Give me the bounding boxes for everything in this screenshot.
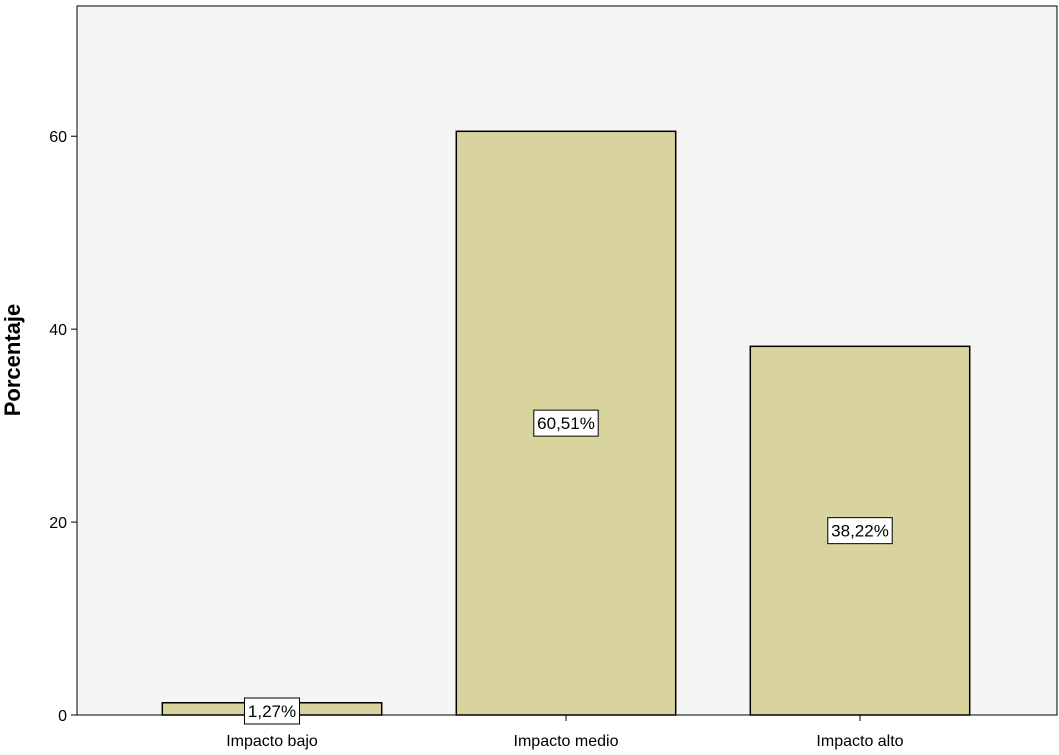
data-label-text: 38,22% xyxy=(831,522,889,541)
y-axis-label: Porcentaje xyxy=(0,304,25,417)
y-axis: 0 20 40 60 xyxy=(49,129,77,725)
data-label-box xyxy=(533,409,599,437)
x-tick-label: Impacto alto xyxy=(816,733,903,750)
y-tick-label: 40 xyxy=(49,322,67,339)
data-label: 38,22% xyxy=(827,517,893,545)
x-axis: Impacto bajo Impacto medio Impacto alto xyxy=(226,715,904,750)
data-label: 1,27% xyxy=(244,697,300,725)
data-label-text: 60,51% xyxy=(537,414,595,433)
data-label-box xyxy=(827,517,893,545)
data-labels-group: 1,27% 60,51% 38,22% xyxy=(244,409,893,725)
data-label-box xyxy=(244,697,300,725)
y-tick-label: 0 xyxy=(58,708,67,725)
x-tick-label: Impacto medio xyxy=(514,733,619,750)
y-tick-label: 60 xyxy=(49,129,67,146)
y-tick-label: 20 xyxy=(49,515,67,532)
data-label-text: 1,27% xyxy=(248,702,296,721)
data-label: 60,51% xyxy=(533,409,599,437)
x-tick-label: Impacto bajo xyxy=(226,733,318,750)
